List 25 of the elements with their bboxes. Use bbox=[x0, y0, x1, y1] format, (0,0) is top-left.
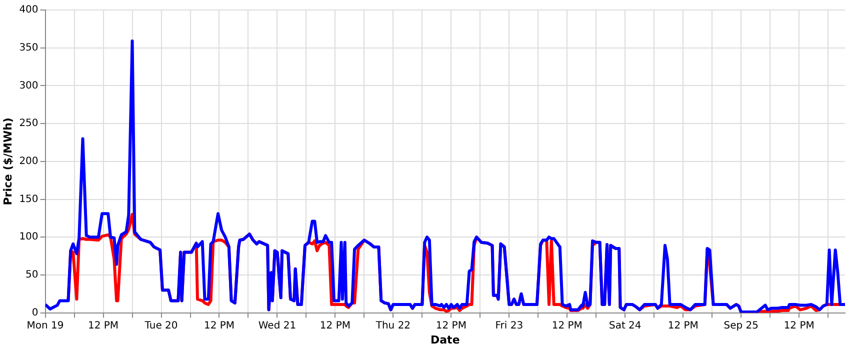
y-tick-label: 100 bbox=[19, 232, 38, 243]
y-tick-label: 250 bbox=[19, 118, 38, 130]
x-tick-label: Sat 24 bbox=[608, 320, 642, 332]
x-tick-label: Thu 22 bbox=[374, 320, 411, 332]
x-axis-title: Date bbox=[430, 333, 460, 346]
y-tick-label: 0 bbox=[32, 307, 38, 318]
x-tick-label: 12 PM bbox=[204, 320, 235, 332]
y-tick-label: 50 bbox=[26, 270, 38, 281]
x-tick-label: 12 PM bbox=[552, 320, 582, 332]
x-tick-label: Mon 19 bbox=[26, 320, 64, 332]
x-tick-label: Fri 23 bbox=[495, 320, 524, 332]
x-tick-label: 12 PM bbox=[320, 320, 350, 332]
x-tick-label: Tue 20 bbox=[144, 320, 178, 332]
x-tick-label: Sep 25 bbox=[724, 320, 758, 332]
x-tick-label: 12 PM bbox=[784, 320, 814, 332]
y-tick-label: 200 bbox=[19, 156, 38, 167]
y-axis-title: Price ($/MWh) bbox=[1, 118, 14, 206]
y-tick-label: 400 bbox=[19, 4, 38, 16]
x-tick-label: 12 PM bbox=[668, 320, 698, 332]
x-tick-label: Wed 21 bbox=[258, 320, 296, 332]
x-tick-label: 12 PM bbox=[436, 320, 466, 332]
y-tick-label: 350 bbox=[19, 42, 38, 54]
y-tick-label: 300 bbox=[19, 80, 38, 92]
y-tick-label: 150 bbox=[19, 194, 38, 205]
x-tick-label: 12 PM bbox=[88, 320, 119, 332]
